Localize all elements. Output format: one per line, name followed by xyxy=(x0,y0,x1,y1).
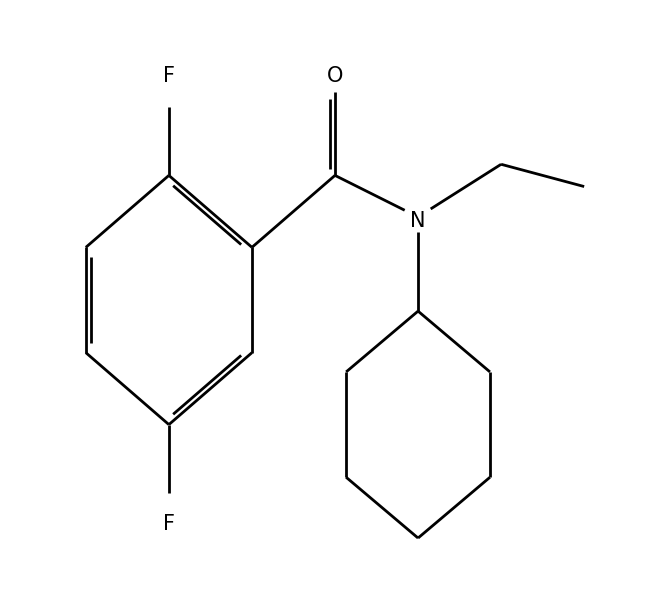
Text: F: F xyxy=(163,514,175,534)
Text: F: F xyxy=(163,66,175,86)
Text: N: N xyxy=(410,211,426,231)
Text: O: O xyxy=(327,66,343,86)
